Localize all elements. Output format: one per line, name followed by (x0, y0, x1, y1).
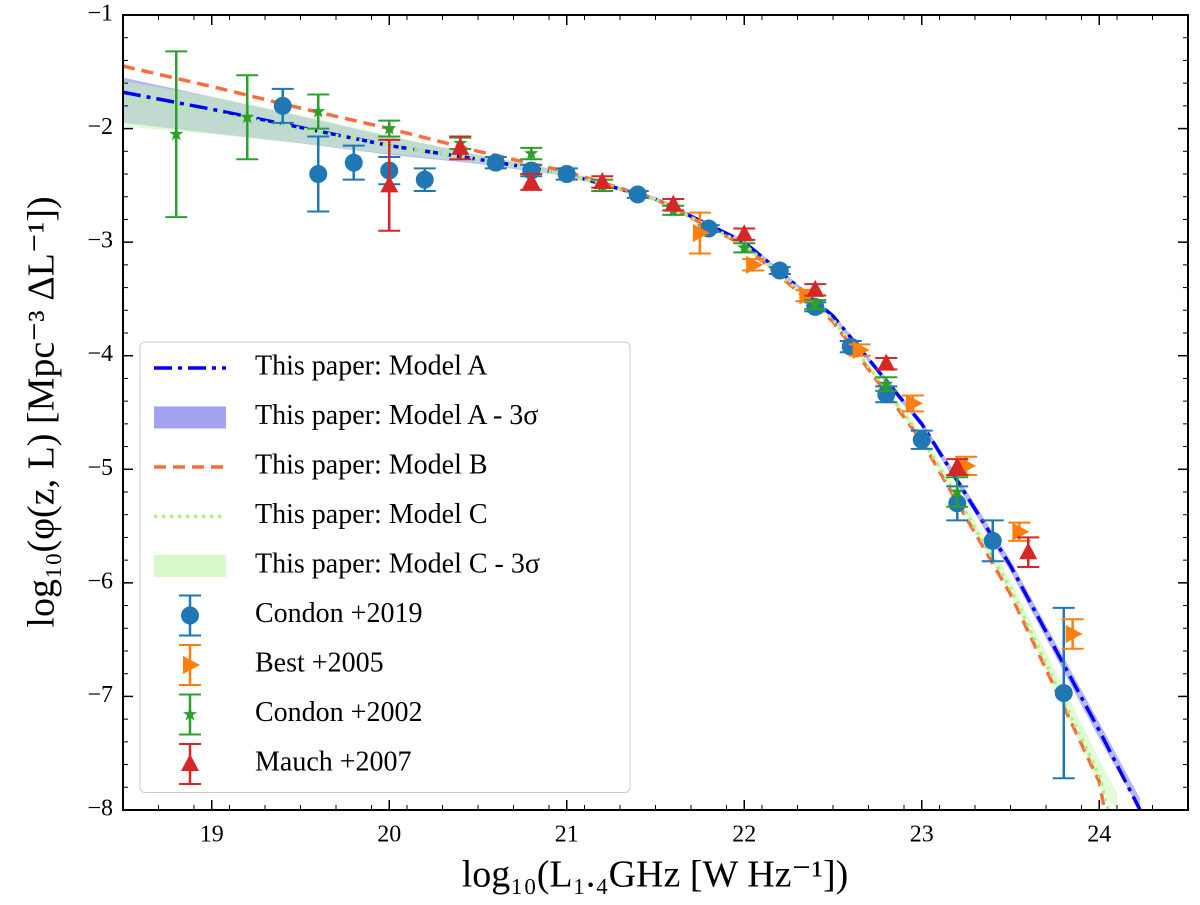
marker (240, 109, 255, 124)
marker (746, 255, 764, 274)
marker (451, 137, 470, 155)
marker (1065, 624, 1083, 643)
legend-label: Best +2005 (255, 647, 384, 678)
x-tick-label: 24 (1087, 822, 1111, 848)
y-axis-label: log₁₀(φ(z, L) [Mpc⁻³ ΔL⁻¹]) (21, 196, 63, 627)
model-line (123, 64, 1107, 810)
marker (183, 656, 200, 674)
x-tick-label: 23 (910, 822, 934, 848)
marker (692, 224, 710, 243)
legend-label: This paper: Model A - 3σ (255, 400, 538, 431)
marker (273, 96, 292, 115)
marker (877, 353, 896, 371)
marker (808, 297, 823, 311)
marker (1019, 542, 1038, 560)
y-tick-label: −5 (87, 455, 113, 481)
y-tick-label: −3 (87, 228, 113, 254)
x-tick-label: 19 (200, 822, 224, 848)
legend-label: Condon +2002 (255, 697, 422, 728)
marker (311, 104, 326, 118)
marker (522, 171, 541, 189)
legend-swatch (154, 555, 226, 577)
marker (486, 153, 505, 172)
model-line (123, 90, 1142, 810)
y-tick-label: −1 (87, 1, 113, 27)
marker (735, 224, 754, 242)
marker (309, 165, 328, 183)
legend-label: This paper: Model C (255, 499, 488, 530)
x-tick-label: 20 (377, 822, 401, 848)
marker (382, 121, 397, 135)
legend-label: This paper: Model A (255, 350, 488, 381)
x-tick-label: 22 (732, 822, 756, 848)
marker (983, 531, 1002, 550)
marker (905, 394, 923, 413)
marker (806, 279, 825, 297)
marker (182, 707, 198, 721)
marker (879, 376, 894, 391)
marker (737, 240, 752, 254)
legend-box (139, 341, 631, 793)
legend-label: This paper: Model C - 3σ (255, 548, 540, 579)
y-tick-label: −6 (87, 568, 113, 594)
plot-area (123, 50, 1142, 810)
marker (344, 153, 363, 172)
y-tick-label: −2 (87, 114, 113, 140)
marker (1012, 522, 1030, 541)
marker (950, 484, 965, 499)
legend-swatch (154, 406, 226, 429)
y-tick-label: −8 (87, 796, 113, 822)
marker (181, 606, 199, 625)
marker (380, 175, 399, 193)
x-tick-label: 21 (555, 822, 579, 848)
marker (557, 165, 576, 183)
marker (852, 341, 870, 360)
marker (877, 385, 896, 404)
legend-label: Condon +2019 (255, 598, 422, 629)
model-line (123, 95, 1110, 810)
y-tick-label: −7 (87, 682, 113, 708)
legend-label: This paper: Model B (255, 449, 488, 480)
x-axis-label: log₁₀(L₁.₄GHz [W Hz⁻¹]) (462, 854, 849, 896)
marker (948, 457, 967, 475)
marker (524, 146, 539, 160)
marker (593, 171, 612, 189)
marker (415, 170, 434, 189)
marker (169, 126, 184, 141)
marker (664, 194, 683, 212)
marker (628, 185, 647, 204)
marker (181, 754, 199, 771)
marker (912, 430, 931, 449)
marker (522, 161, 541, 180)
marker (1054, 684, 1073, 703)
marker (770, 261, 789, 280)
legend-label: Mauch +2007 (255, 746, 412, 777)
plot-frame (122, 14, 1189, 811)
y-tick-label: −4 (87, 341, 113, 367)
